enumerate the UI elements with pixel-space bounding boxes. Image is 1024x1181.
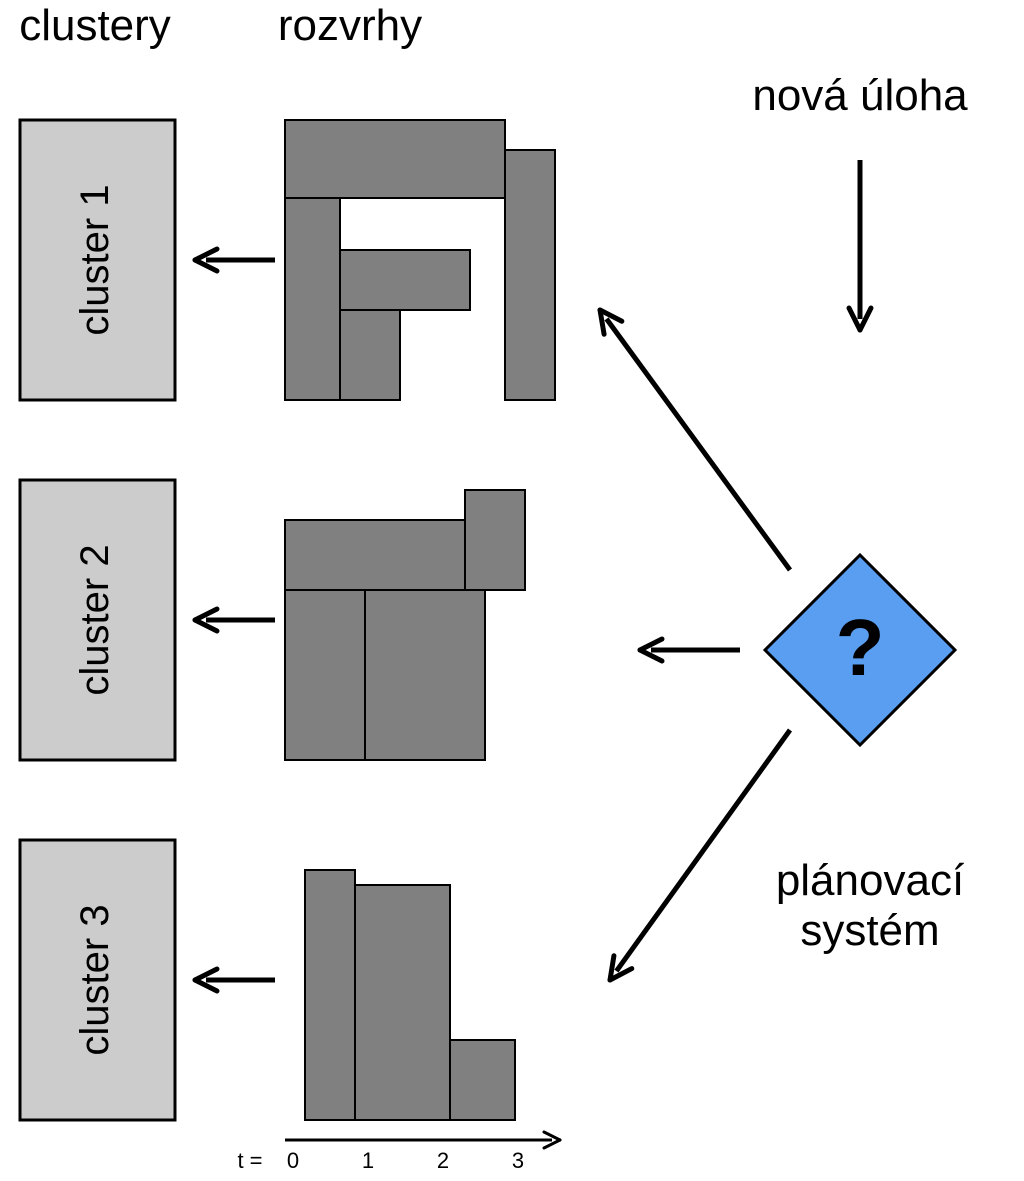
diamond-to-sched1 — [600, 310, 790, 570]
nova-uloha-down — [849, 160, 871, 330]
schedule-block — [285, 198, 340, 400]
sched2-to-cluster2 — [195, 609, 275, 631]
schedule-block — [285, 590, 365, 760]
question-mark: ? — [836, 603, 885, 692]
schedule-block — [450, 1040, 515, 1120]
schedule-1 — [285, 120, 555, 400]
schedule-block — [285, 520, 465, 590]
heading-clustery: clustery — [19, 1, 171, 50]
cluster-label-3: cluster 3 — [73, 904, 117, 1055]
time-tick-1: 1 — [362, 1148, 374, 1173]
schedule-block — [505, 150, 555, 400]
time-tick-2: 2 — [437, 1148, 449, 1173]
diamond-to-sched3 — [610, 730, 790, 980]
label-planovaci: plánovací — [776, 856, 965, 905]
label-system: systém — [800, 906, 939, 955]
diamond-to-sched2 — [640, 639, 740, 661]
time-axis-label: t = — [237, 1148, 262, 1173]
schedule-block — [365, 590, 485, 760]
schedule-2 — [285, 490, 525, 760]
heading-rozvrhy: rozvrhy — [278, 1, 422, 50]
schedule-block — [465, 490, 525, 590]
schedule-block — [285, 120, 505, 198]
cluster-label-2: cluster 2 — [73, 544, 117, 695]
schedule-block — [305, 870, 355, 1120]
cluster-label-1: cluster 1 — [73, 184, 117, 335]
sched3-to-cluster3 — [195, 969, 275, 991]
heading-nova-uloha: nová úloha — [752, 71, 968, 120]
time-axis-arrow — [285, 1132, 560, 1148]
schedule-3 — [305, 870, 515, 1120]
schedule-block — [340, 250, 470, 310]
sched1-to-cluster1 — [195, 249, 275, 271]
time-tick-3: 3 — [512, 1148, 524, 1173]
schedule-block — [340, 310, 400, 400]
schedule-block — [355, 885, 450, 1120]
time-tick-0: 0 — [287, 1148, 299, 1173]
